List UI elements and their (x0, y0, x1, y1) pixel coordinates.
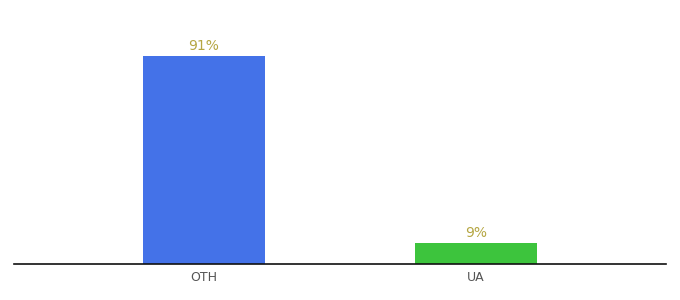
Text: 9%: 9% (465, 226, 487, 240)
Text: 91%: 91% (188, 39, 220, 52)
Bar (415, 243, 537, 264)
Bar (143, 56, 265, 264)
